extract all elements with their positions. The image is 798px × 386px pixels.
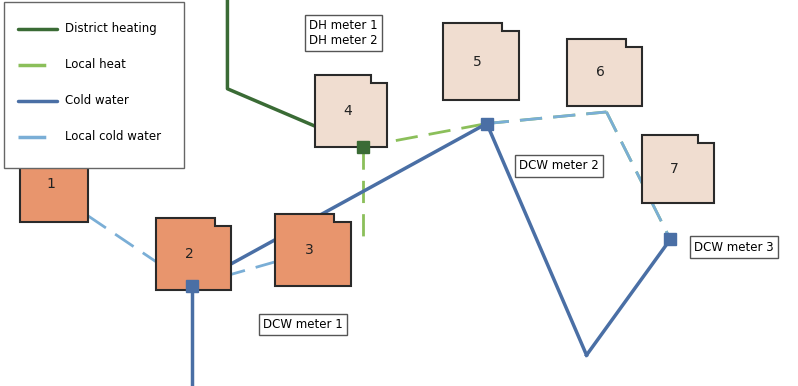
Text: Cold water: Cold water: [65, 94, 129, 107]
FancyBboxPatch shape: [4, 2, 184, 168]
Text: 3: 3: [305, 243, 314, 257]
Text: 1: 1: [46, 177, 55, 191]
Text: DCW meter 2: DCW meter 2: [519, 159, 598, 173]
Text: Local cold water: Local cold water: [65, 130, 161, 143]
Polygon shape: [315, 75, 387, 147]
Polygon shape: [443, 23, 519, 100]
Text: 5: 5: [472, 55, 481, 69]
Polygon shape: [567, 39, 642, 106]
Text: Local heat: Local heat: [65, 58, 126, 71]
Polygon shape: [20, 147, 88, 222]
Text: 4: 4: [343, 104, 352, 118]
Text: District heating: District heating: [65, 22, 157, 36]
Polygon shape: [642, 135, 714, 203]
Text: 2: 2: [185, 247, 194, 261]
Text: 7: 7: [670, 162, 679, 176]
Polygon shape: [275, 214, 351, 286]
Text: DCW meter 3: DCW meter 3: [694, 240, 774, 254]
Text: 6: 6: [596, 65, 605, 80]
Polygon shape: [156, 218, 231, 290]
Text: DCW meter 1: DCW meter 1: [263, 318, 343, 331]
Text: DH meter 1
DH meter 2: DH meter 1 DH meter 2: [309, 19, 377, 47]
